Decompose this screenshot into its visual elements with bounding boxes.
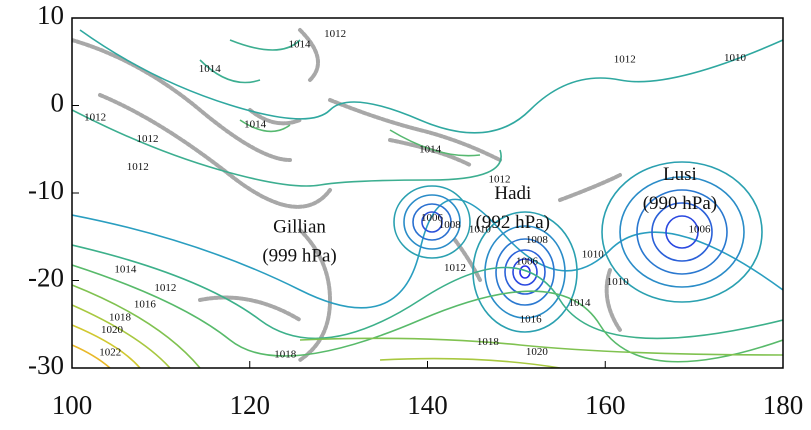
map-field (72, 28, 783, 368)
annotation: (990 hPa) (643, 193, 717, 214)
y-tick-label: -20 (28, 263, 64, 293)
x-tick-label: 180 (763, 390, 804, 420)
cyclone-gillian (393, 185, 471, 259)
contour-line (72, 344, 111, 368)
contour-label: 1018 (274, 348, 297, 360)
annotation: Lusi (663, 164, 697, 185)
contour-label: 1012 (614, 54, 636, 66)
contour-label: 1010 (607, 276, 630, 288)
contour-label: 1012 (488, 173, 510, 185)
contour-line (239, 119, 481, 157)
contour-label: 1014 (289, 39, 312, 51)
contour-label: 1006 (421, 212, 444, 224)
y-tick-label: -30 (28, 350, 64, 380)
contour-label: 1016 (134, 299, 157, 311)
contour-label: 1014 (199, 63, 222, 75)
cyclone-hadi (472, 211, 578, 333)
annotation: Hadi (494, 183, 531, 204)
contour-label: 1018 (477, 336, 500, 348)
cyclone-lusi (601, 161, 763, 303)
annotation: (992 hPa) (476, 212, 550, 233)
contour-line (72, 284, 783, 368)
contour-label: 1012 (444, 262, 466, 274)
x-tick-label: 120 (230, 390, 271, 420)
land-outline (72, 28, 622, 362)
annotation: Gillian (273, 216, 326, 237)
contour-line (72, 39, 502, 187)
contour-line (72, 244, 783, 340)
contour-label: 1012 (137, 133, 159, 145)
contour-label: 1012 (127, 161, 149, 173)
contour-label: 1014 (568, 297, 591, 309)
y-tick-label: -10 (28, 175, 64, 205)
contour-label: 1022 (99, 347, 121, 359)
contour-label: 1014 (419, 144, 442, 156)
x-tick-label: 140 (407, 390, 448, 420)
x-tick-label: 100 (52, 390, 93, 420)
contour-line (72, 264, 783, 363)
contour-label: 1010 (724, 52, 747, 64)
contour-label: 1008 (439, 219, 462, 231)
contour-line (72, 198, 783, 309)
contour-label: 1012 (154, 282, 176, 294)
contour-line (72, 324, 141, 368)
x-tick-label: 160 (585, 390, 626, 420)
contour-label: 1014 (114, 264, 137, 276)
contour-line (72, 304, 561, 368)
y-tick-label: 0 (51, 88, 65, 118)
contour-label: 1010 (582, 249, 605, 261)
contour-label: 1012 (84, 111, 106, 123)
contour-label: 1018 (109, 312, 132, 324)
contour-label: 1020 (526, 346, 549, 358)
labels: 100 120 140 160 180 -30 -20 -10 0 10 1012 1014 1014 1… (28, 0, 803, 420)
contour-label: 1006 (688, 223, 711, 235)
contour-line (79, 29, 783, 134)
contour-label: 1006 (516, 256, 539, 268)
y-tick-label: 10 (37, 0, 64, 30)
annotation: (999 hPa) (262, 245, 336, 266)
contour-label: 1010 (469, 223, 492, 235)
contour-label: 1008 (526, 234, 549, 246)
contour-label: 1016 (520, 313, 543, 325)
contour-label: 1020 (101, 324, 124, 336)
contour-label: 1012 (324, 28, 346, 40)
contour-label: 1014 (244, 118, 267, 130)
